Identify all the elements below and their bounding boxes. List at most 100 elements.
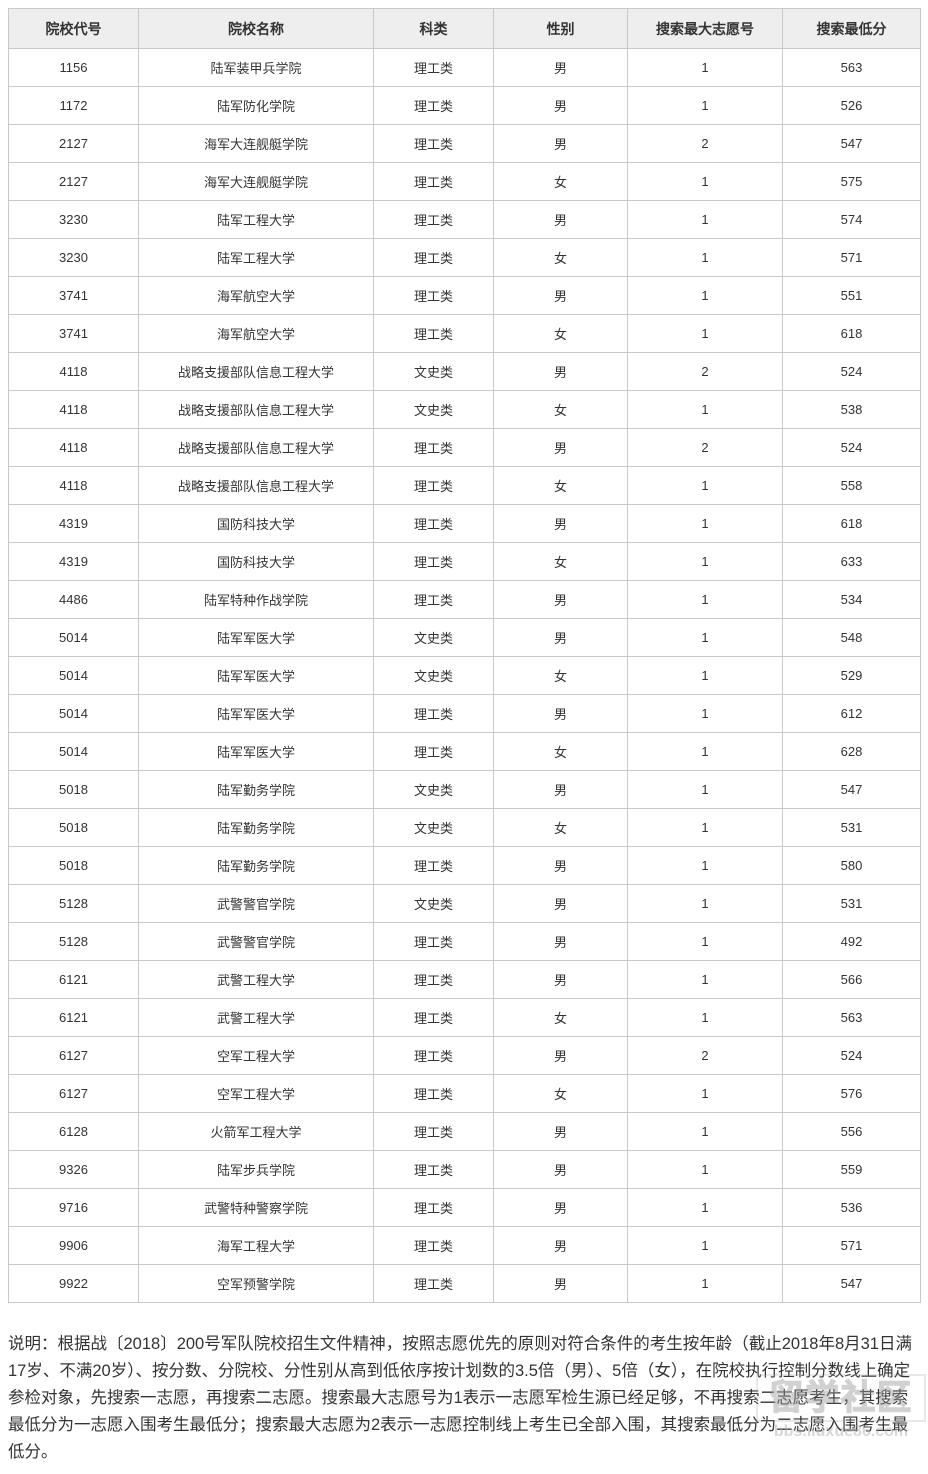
cell-school-name: 海军航空大学: [138, 314, 374, 353]
cell-max-volunteer-number: 1: [627, 466, 783, 505]
cell-school-name: 战略支援部队信息工程大学: [138, 390, 374, 429]
table-row: 6128 火箭军工程大学 理工类 男 1 556: [8, 1112, 921, 1151]
cell-gender: 男: [493, 1226, 628, 1265]
cell-subject-category: 理工类: [373, 1226, 494, 1265]
cell-gender: 女: [493, 162, 628, 201]
cell-school-name: 海军大连舰艇学院: [138, 124, 374, 163]
cell-max-volunteer-number: 2: [627, 1036, 783, 1075]
table-row: 2127 海军大连舰艇学院 理工类 女 1 575: [8, 162, 921, 201]
cell-school-name: 陆军步兵学院: [138, 1150, 374, 1189]
cell-subject-category: 理工类: [373, 960, 494, 999]
cell-min-score: 524: [782, 352, 921, 391]
cell-min-score: 526: [782, 86, 921, 125]
column-header-gender: 性别: [493, 8, 628, 49]
cell-school-code: 5018: [8, 770, 139, 809]
cell-gender: 男: [493, 694, 628, 733]
cell-min-score: 633: [782, 542, 921, 581]
cell-max-volunteer-number: 2: [627, 124, 783, 163]
cell-school-code: 3741: [8, 314, 139, 353]
cell-school-name: 陆军防化学院: [138, 86, 374, 125]
cell-school-name: 战略支援部队信息工程大学: [138, 466, 374, 505]
cell-school-code: 6127: [8, 1074, 139, 1113]
cell-school-code: 5018: [8, 846, 139, 885]
cell-gender: 男: [493, 200, 628, 239]
cell-max-volunteer-number: 1: [627, 1074, 783, 1113]
cell-subject-category: 理工类: [373, 276, 494, 315]
cell-gender: 男: [493, 846, 628, 885]
cell-subject-category: 理工类: [373, 1036, 494, 1075]
cell-gender: 男: [493, 276, 628, 315]
table-row: 3741 海军航空大学 理工类 男 1 551: [8, 276, 921, 315]
cell-min-score: 571: [782, 238, 921, 277]
cell-school-name: 武警特种警察学院: [138, 1188, 374, 1227]
cell-min-score: 618: [782, 504, 921, 543]
cell-school-code: 6121: [8, 998, 139, 1037]
cell-max-volunteer-number: 1: [627, 390, 783, 429]
cell-min-score: 547: [782, 770, 921, 809]
cell-subject-category: 文史类: [373, 884, 494, 923]
cell-school-code: 5128: [8, 922, 139, 961]
table-row: 5128 武警警官学院 理工类 男 1 492: [8, 922, 921, 961]
cell-school-name: 陆军军医大学: [138, 694, 374, 733]
cell-gender: 男: [493, 1150, 628, 1189]
cell-school-code: 9922: [8, 1264, 139, 1303]
admission-score-table: 院校代号 院校名称 科类 性别 搜索最大志愿号 搜索最低分 1156 陆军装甲兵…: [8, 8, 921, 1303]
cell-min-score: 556: [782, 1112, 921, 1151]
table-row: 4319 国防科技大学 理工类 男 1 618: [8, 504, 921, 543]
cell-max-volunteer-number: 2: [627, 352, 783, 391]
cell-max-volunteer-number: 1: [627, 504, 783, 543]
cell-min-score: 559: [782, 1150, 921, 1189]
table-row: 6121 武警工程大学 理工类 男 1 566: [8, 960, 921, 999]
cell-subject-category: 理工类: [373, 732, 494, 771]
header-row: 院校代号 院校名称 科类 性别 搜索最大志愿号 搜索最低分: [8, 8, 921, 49]
cell-max-volunteer-number: 1: [627, 86, 783, 125]
cell-subject-category: 理工类: [373, 694, 494, 733]
cell-school-name: 陆军军医大学: [138, 732, 374, 771]
cell-school-code: 4118: [8, 352, 139, 391]
table-row: 9326 陆军步兵学院 理工类 男 1 559: [8, 1150, 921, 1189]
cell-gender: 女: [493, 314, 628, 353]
cell-min-score: 580: [782, 846, 921, 885]
cell-subject-category: 理工类: [373, 466, 494, 505]
cell-min-score: 551: [782, 276, 921, 315]
cell-gender: 女: [493, 238, 628, 277]
cell-school-code: 5018: [8, 808, 139, 847]
column-header-school-name: 院校名称: [138, 8, 374, 49]
cell-gender: 女: [493, 732, 628, 771]
cell-max-volunteer-number: 1: [627, 960, 783, 999]
cell-school-name: 陆军军医大学: [138, 618, 374, 657]
cell-min-score: 538: [782, 390, 921, 429]
cell-min-score: 575: [782, 162, 921, 201]
cell-subject-category: 理工类: [373, 86, 494, 125]
cell-gender: 男: [493, 352, 628, 391]
explanation-note: 说明：根据战〔2018〕200号军队院校招生文件精神，按照志愿优先的原则对符合条…: [8, 1335, 912, 1461]
cell-subject-category: 理工类: [373, 580, 494, 619]
cell-gender: 女: [493, 466, 628, 505]
cell-school-code: 9326: [8, 1150, 139, 1189]
cell-school-name: 火箭军工程大学: [138, 1112, 374, 1151]
table-row: 5018 陆军勤务学院 文史类 女 1 531: [8, 808, 921, 847]
cell-school-code: 2127: [8, 124, 139, 163]
cell-gender: 男: [493, 1264, 628, 1303]
table-row: 5014 陆军军医大学 文史类 男 1 548: [8, 618, 921, 657]
cell-school-name: 武警警官学院: [138, 884, 374, 923]
cell-school-code: 6121: [8, 960, 139, 999]
table-row: 4319 国防科技大学 理工类 女 1 633: [8, 542, 921, 581]
cell-max-volunteer-number: 1: [627, 1150, 783, 1189]
cell-subject-category: 文史类: [373, 352, 494, 391]
cell-school-code: 4118: [8, 428, 139, 467]
cell-subject-category: 文史类: [373, 808, 494, 847]
cell-max-volunteer-number: 1: [627, 1188, 783, 1227]
cell-min-score: 529: [782, 656, 921, 695]
cell-gender: 女: [493, 390, 628, 429]
cell-school-name: 陆军军医大学: [138, 656, 374, 695]
table-row: 3230 陆军工程大学 理工类 女 1 571: [8, 238, 921, 277]
cell-subject-category: 文史类: [373, 770, 494, 809]
cell-max-volunteer-number: 1: [627, 656, 783, 695]
cell-school-name: 空军预警学院: [138, 1264, 374, 1303]
cell-max-volunteer-number: 1: [627, 580, 783, 619]
cell-school-code: 4118: [8, 390, 139, 429]
cell-school-code: 5128: [8, 884, 139, 923]
cell-subject-category: 理工类: [373, 922, 494, 961]
